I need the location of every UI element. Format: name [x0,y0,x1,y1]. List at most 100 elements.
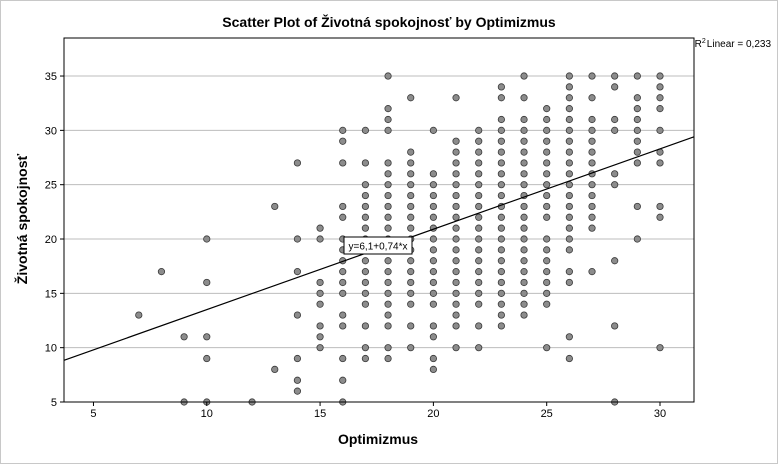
data-point [520,115,528,124]
x-axis-ticks: 5 10 15 20 25 30 [90,402,666,420]
data-point [452,311,460,319]
data-point [384,159,392,167]
data-point [339,278,347,287]
data-point [497,268,505,276]
data-point [429,289,437,297]
data-point [452,278,460,287]
x-tick-label: 30 [654,408,666,420]
data-point [429,322,437,330]
data-point [384,202,392,211]
data-point [316,300,324,308]
data-point [497,115,505,124]
data-point [475,344,483,352]
data-point [565,268,573,276]
data-point [497,322,505,330]
data-point [543,246,551,254]
data-point [339,126,347,134]
data-point [475,246,483,254]
data-point [520,213,528,221]
data-point [429,268,437,276]
data-point [633,137,641,145]
data-point [633,72,641,80]
data-points [135,72,664,406]
data-point [384,105,392,113]
data-point [497,94,505,102]
data-point [203,278,211,287]
y-tick-label: 35 [45,71,57,83]
data-point [407,94,415,102]
data-point [452,181,460,189]
x-tick-label: 15 [314,408,326,420]
data-point [497,289,505,297]
data-point [543,115,551,124]
data-point [361,354,370,363]
chart-title: Scatter Plot of Životná spokojnosť by Op… [222,13,556,30]
data-point [497,83,505,91]
data-point [543,159,551,167]
data-point [157,268,166,276]
data-point [475,322,483,330]
data-point [543,278,551,287]
data-point [633,105,641,113]
data-point [384,322,392,330]
y-tick-label: 25 [45,180,57,192]
data-point [565,126,573,134]
data-point [497,126,505,134]
data-point [588,126,596,134]
data-point [633,126,641,134]
data-point [407,148,415,156]
data-point [520,159,528,167]
data-point [475,278,483,287]
data-point [429,365,437,374]
data-point [407,344,415,352]
data-point [452,257,460,265]
data-point [565,246,573,254]
data-point [135,311,143,319]
data-point [384,354,392,363]
data-point [384,300,392,308]
data-point [475,202,483,211]
data-point [565,170,573,178]
data-point [520,246,528,254]
data-point [384,224,392,232]
equation-label: y=6,1+0,74*x [349,242,408,253]
data-point [361,224,370,232]
data-point [588,268,596,276]
data-point [407,202,415,211]
data-point [588,224,596,232]
data-point [633,159,641,167]
data-point [497,191,505,200]
data-point [293,354,302,363]
data-point [633,94,641,102]
data-point [497,148,505,156]
data-point [429,278,437,287]
data-point [429,126,437,134]
x-tick-label: 25 [541,408,553,420]
data-point [384,72,392,80]
data-point [316,322,324,330]
data-point [543,126,551,134]
data-point [339,376,347,384]
data-point [429,191,437,200]
data-point [520,94,528,102]
data-point [543,344,551,352]
data-point [452,235,460,243]
data-point [475,213,483,221]
data-point [316,235,324,243]
data-point [565,83,573,91]
data-point [520,268,528,276]
data-point [452,289,460,297]
data-point [565,159,573,167]
data-point [203,354,211,363]
data-point [452,344,460,352]
data-point [475,289,483,297]
data-point [429,246,437,254]
data-point [339,213,347,221]
data-point [339,268,347,276]
data-point [407,224,415,232]
data-point [565,148,573,156]
data-point [565,105,573,113]
data-point [588,191,596,200]
data-point [339,354,347,363]
